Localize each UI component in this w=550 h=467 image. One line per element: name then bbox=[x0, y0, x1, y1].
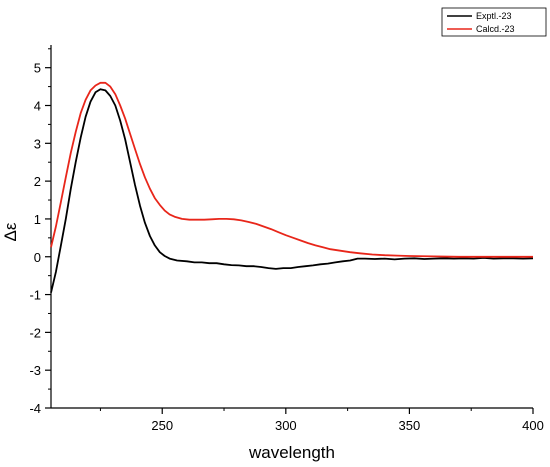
y-axis-title: Δε bbox=[1, 222, 20, 241]
y-tick-label: -3 bbox=[29, 363, 41, 378]
y-tick-label: 3 bbox=[34, 136, 41, 151]
series-line-exptl bbox=[50, 88, 534, 293]
y-tick-label: 5 bbox=[34, 61, 41, 76]
y-tick-label: 2 bbox=[34, 174, 41, 189]
y-tick-label: -1 bbox=[29, 288, 41, 303]
legend-label-calcd: Calcd.-23 bbox=[476, 24, 515, 34]
x-axis-title: wavelength bbox=[248, 443, 335, 462]
y-tick-label: -2 bbox=[29, 325, 41, 340]
x-tick-label: 300 bbox=[275, 418, 297, 433]
legend: Exptl.-23 Calcd.-23 bbox=[441, 7, 547, 37]
y-ticks: -4 -3 -2 -1 0 1 2 3 4 5 bbox=[29, 48, 51, 416]
y-tick-label: 0 bbox=[34, 250, 41, 265]
y-tick-label: -4 bbox=[29, 401, 41, 416]
y-tick-label: 4 bbox=[34, 99, 41, 114]
series-lines bbox=[50, 81, 534, 293]
x-tick-label: 350 bbox=[399, 418, 421, 433]
x-tick-label: 400 bbox=[522, 418, 544, 433]
x-ticks: 250 300 350 400 bbox=[99, 408, 544, 433]
legend-box bbox=[441, 7, 547, 37]
axes bbox=[50, 45, 533, 409]
x-tick-label: 250 bbox=[151, 418, 173, 433]
legend-label-exptl: Exptl.-23 bbox=[476, 11, 512, 21]
y-tick-label: 1 bbox=[34, 212, 41, 227]
series-line-calcd bbox=[50, 81, 533, 258]
